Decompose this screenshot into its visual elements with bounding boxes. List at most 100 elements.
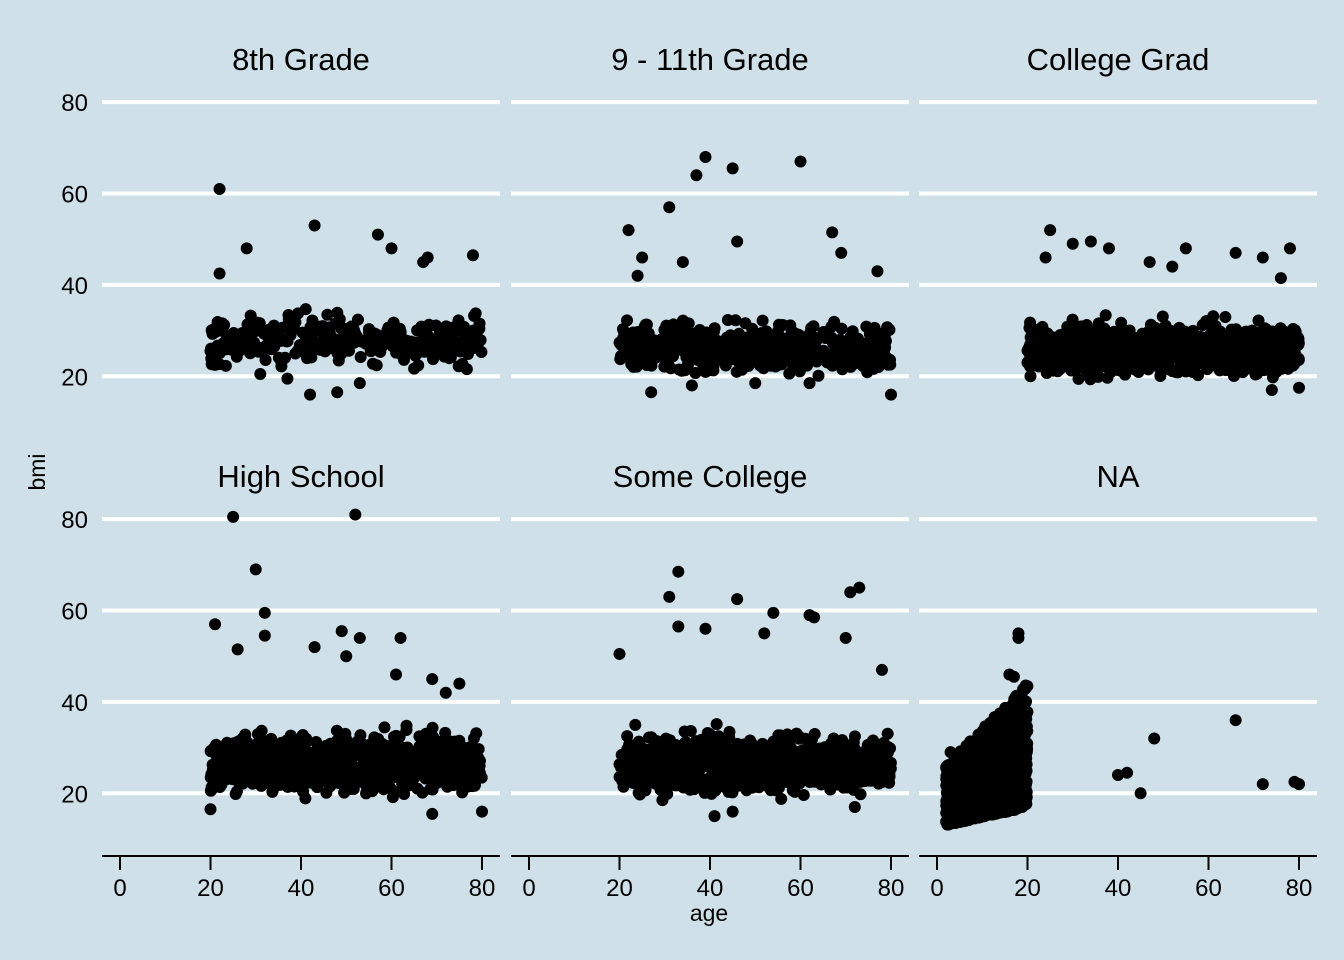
data-point [614, 350, 627, 363]
x-tick-label: 40 [1105, 875, 1132, 902]
x-tick-label: 40 [697, 875, 724, 902]
data-point [283, 770, 296, 783]
data-point [1042, 349, 1055, 362]
data-point [377, 768, 390, 781]
data-point [731, 235, 744, 248]
data-point [1241, 347, 1254, 360]
data-point [1112, 769, 1124, 782]
data-point [415, 335, 428, 348]
data-point [301, 339, 314, 352]
data-point [276, 321, 289, 334]
data-point [1228, 353, 1241, 366]
data-point [321, 308, 334, 321]
data-point [209, 358, 222, 371]
data-point [676, 256, 689, 269]
data-point [324, 759, 337, 772]
data-point [1044, 224, 1057, 237]
data-point [723, 345, 736, 358]
data-point [732, 755, 745, 768]
y-tick-label: 60 [61, 182, 88, 209]
data-point [672, 565, 685, 578]
data-point [649, 351, 662, 364]
data-point [679, 331, 692, 344]
data-point [252, 777, 265, 790]
data-point [1072, 372, 1085, 385]
data-point [304, 388, 317, 401]
data-point [963, 752, 976, 765]
data-point [720, 331, 733, 344]
data-point [1274, 272, 1287, 285]
data-point [1101, 371, 1114, 384]
data-point [636, 251, 649, 264]
data-point [781, 728, 794, 741]
data-point [468, 309, 481, 322]
data-point [244, 347, 257, 360]
data-point [429, 319, 442, 332]
data-point [743, 766, 756, 779]
data-point [664, 362, 677, 375]
data-point [866, 360, 879, 373]
data-point [803, 377, 816, 390]
data-point [426, 807, 439, 820]
data-point [844, 586, 857, 599]
data-point [669, 762, 682, 775]
data-point [859, 343, 872, 356]
data-point [614, 337, 627, 350]
data-point [721, 314, 734, 327]
data-point [349, 508, 362, 521]
data-point [767, 606, 780, 619]
data-point [808, 728, 821, 741]
data-point [346, 743, 359, 756]
data-point [1266, 371, 1279, 384]
data-point [476, 805, 488, 818]
data-point [694, 355, 707, 368]
data-point [742, 359, 755, 372]
data-point [817, 325, 830, 338]
data-point [809, 749, 822, 762]
data-point [1091, 363, 1104, 376]
data-point [688, 753, 701, 766]
data-point [235, 329, 248, 342]
data-point [1108, 325, 1121, 338]
data-point [712, 753, 725, 766]
data-points [204, 508, 488, 820]
data-point [1253, 336, 1266, 349]
data-point [853, 581, 866, 594]
data-point [393, 337, 406, 350]
data-point [372, 332, 385, 345]
data-point [947, 786, 960, 799]
data-point [218, 742, 231, 755]
data-point [416, 786, 429, 799]
data-point [1287, 351, 1300, 364]
data-point [731, 593, 744, 606]
data-point [439, 726, 452, 739]
data-point [781, 776, 794, 789]
data-point [1007, 697, 1020, 710]
data-point [1124, 336, 1137, 349]
data-point [1060, 339, 1073, 352]
data-point [323, 749, 336, 762]
data-point [656, 794, 669, 807]
data-point [875, 761, 888, 774]
data-point [1290, 337, 1303, 350]
data-point [328, 317, 341, 330]
data-point [621, 730, 634, 743]
data-point [348, 336, 361, 349]
data-point [1020, 739, 1033, 752]
data-point [837, 743, 850, 756]
data-point [643, 731, 656, 744]
data-point [1066, 237, 1079, 250]
data-point [1000, 774, 1013, 787]
data-point [1024, 316, 1037, 329]
data-point [824, 759, 837, 772]
data-point [332, 354, 345, 367]
data-point [461, 348, 474, 361]
data-point [1265, 384, 1278, 397]
data-point [473, 766, 486, 779]
data-point [679, 759, 692, 772]
data-point [1166, 260, 1179, 273]
data-point [311, 767, 324, 780]
data-point [629, 718, 642, 731]
data-point [760, 325, 773, 338]
